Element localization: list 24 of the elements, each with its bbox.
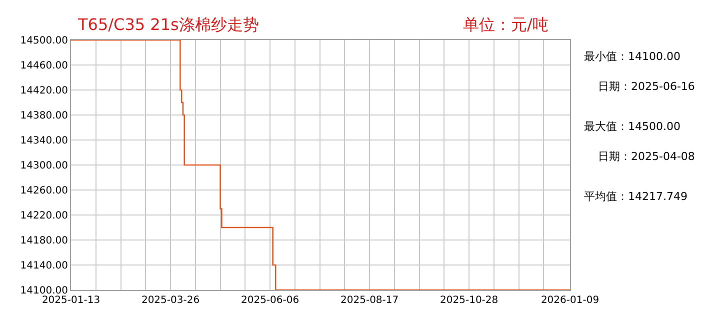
y-tick-label: 14460.00 [20, 60, 68, 72]
y-tick-label: 14420.00 [20, 86, 68, 96]
y-tick-label: 14380.00 [20, 110, 68, 122]
text: 平均值：14217.749 [584, 190, 688, 203]
y-tick-label: 14180.00 [20, 236, 68, 246]
y-tick-label: 14500.00 [20, 36, 68, 46]
y-tick-label: 14300.00 [20, 160, 68, 172]
chart-title: T65/C35 21s涤棉纱走势 [77, 15, 259, 34]
text: 日期：2025-04-08 [598, 150, 695, 163]
text: 最大值：14500.00 [584, 120, 680, 133]
text: 最小值：14100.00 [584, 50, 680, 63]
x-tick-label: 2025-01-13 [42, 295, 100, 306]
x-tick-label: 2025-06-06 [240, 295, 300, 306]
y-tick-label: 14100.00 [20, 286, 68, 296]
x-tick-label: 2025-08-17 [340, 295, 399, 306]
y-tick-label: 14220.00 [20, 210, 68, 222]
y-tick-label: 14340.00 [20, 136, 68, 146]
y-tick-label: 14260.00 [20, 186, 68, 196]
chart-subtitle: 单位：元/吨 [463, 15, 548, 34]
y-tick-label: 14140.00 [20, 260, 68, 272]
x-tick-label: 2026-01-09 [540, 295, 600, 306]
x-tick-label: 2025-03-26 [141, 295, 200, 306]
x-tick-label: 2025-10-28 [440, 295, 498, 306]
text: 日期：2025-06-16 [598, 80, 695, 93]
